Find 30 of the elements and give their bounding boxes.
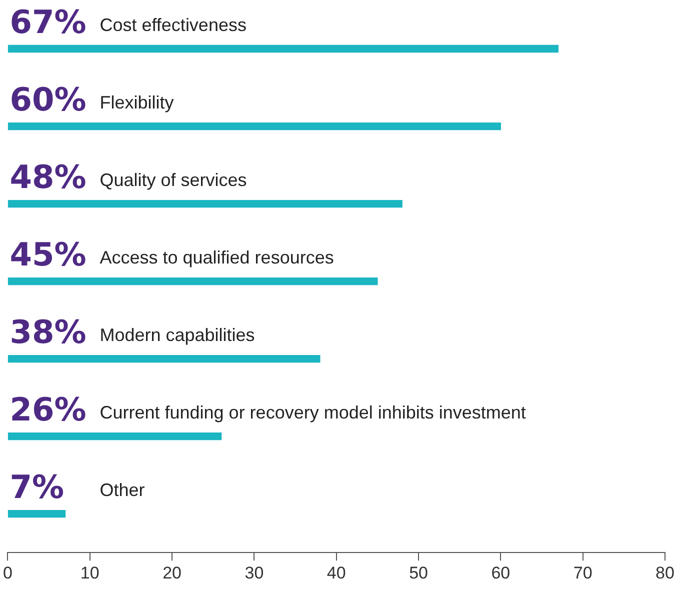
bar — [8, 510, 66, 518]
bar — [8, 122, 502, 130]
x-tick-label: 60 — [491, 563, 510, 582]
y-tick-label: Other — [100, 480, 145, 500]
data-label: 26% — [10, 390, 86, 428]
bar — [8, 432, 222, 440]
x-tick-label: 80 — [656, 563, 674, 582]
bar — [8, 354, 320, 363]
data-label: 38% — [10, 312, 86, 351]
y-tick-label: Flexibility — [100, 92, 174, 112]
data-label: 60% — [10, 80, 86, 118]
data-label: 7% — [10, 468, 64, 506]
bar — [8, 200, 402, 208]
data-label: 48% — [10, 158, 86, 196]
data-label: 45% — [10, 235, 86, 274]
bar — [8, 44, 559, 53]
x-tick-label: 40 — [326, 563, 346, 582]
x-tick-label: 10 — [80, 563, 100, 582]
y-tick-label: Cost effectiveness — [100, 14, 246, 35]
y-tick-label: Modern capabilities — [100, 324, 255, 345]
y-tick-label: Access to qualified resources — [100, 247, 334, 268]
data-label: 67% — [10, 2, 86, 41]
y-tick-label: Quality of services — [100, 170, 247, 190]
bar — [8, 277, 378, 286]
x-tick-label: 70 — [573, 563, 592, 582]
x-tick-label: 50 — [409, 563, 428, 582]
x-tick-label: 0 — [2, 563, 12, 582]
x-tick-label: 20 — [162, 563, 182, 582]
y-tick-label: Current funding or recovery model inhibits investment — [100, 402, 526, 422]
x-tick-label: 30 — [244, 563, 264, 582]
